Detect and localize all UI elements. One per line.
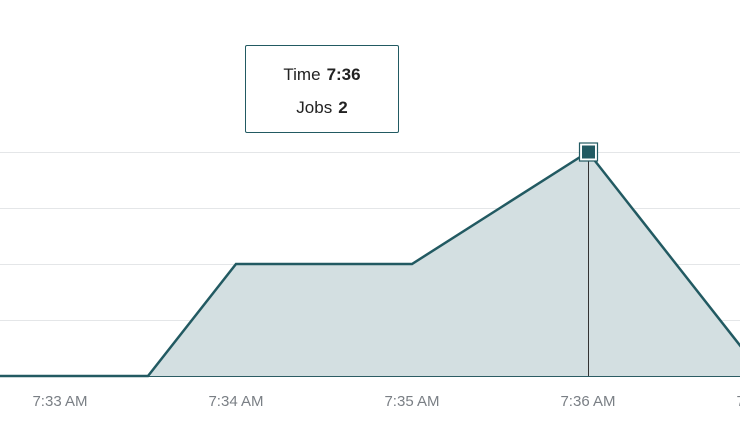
tooltip-jobs-label: Jobs [296, 98, 333, 117]
x-tick-label: 7:35 AM [384, 393, 439, 410]
x-tick-label: 7:37 AM [736, 393, 740, 410]
tooltip-jobs-value: 2 [338, 98, 348, 117]
tooltip-time-row: Time 7:36 [246, 65, 398, 85]
chart-tooltip: Time 7:36 Jobs 2 [245, 45, 399, 133]
x-tick-label: 7:33 AM [32, 393, 87, 410]
tooltip-jobs-row: Jobs 2 [246, 98, 398, 118]
line-layer [0, 150, 740, 378]
x-axis-ticks: 7:33 AM7:34 AM7:35 AM7:36 AM7:37 AM7:38 … [32, 393, 740, 410]
marker-layer [578, 142, 599, 162]
x-tick-label: 7:34 AM [208, 393, 263, 410]
tooltip-time-value: 7:36 [326, 65, 361, 84]
series-line [0, 150, 740, 378]
tooltip-time-label: Time [283, 65, 321, 84]
x-tick-label: 7:36 AM [560, 393, 615, 410]
highlight-marker [582, 145, 595, 159]
